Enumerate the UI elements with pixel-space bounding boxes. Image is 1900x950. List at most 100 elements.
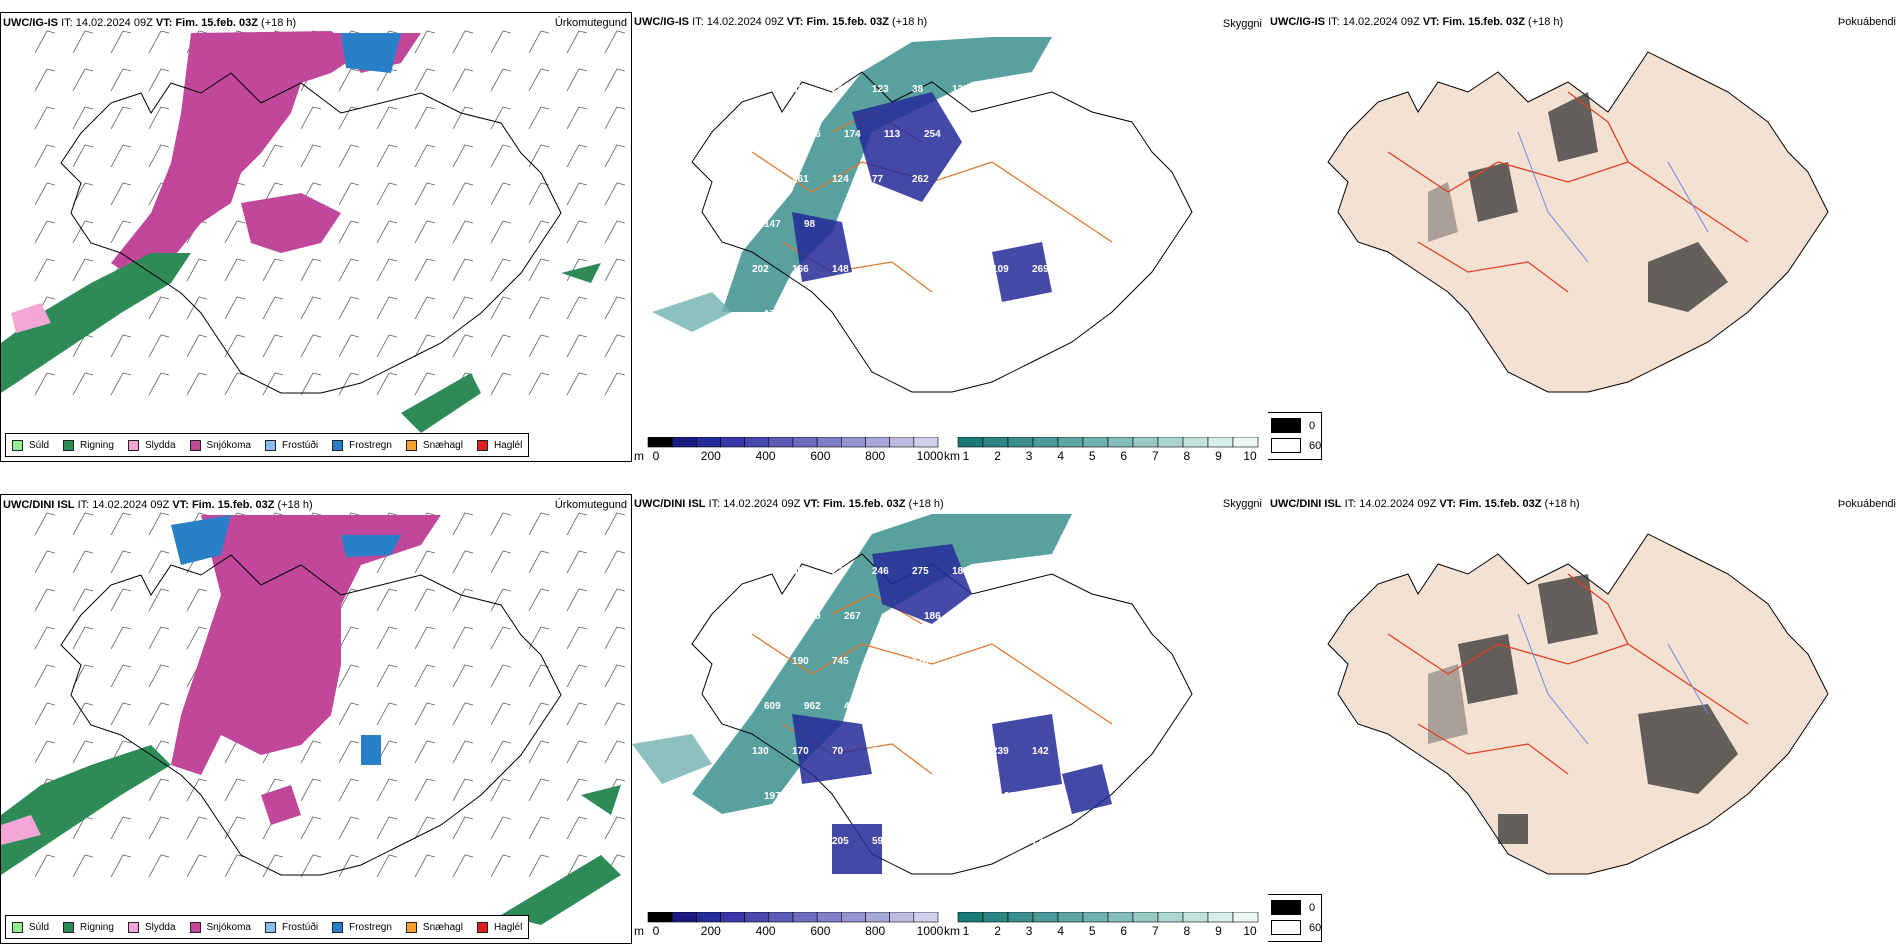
wind-barb (452, 778, 474, 802)
cloud-ceiling-map: 84 310 207 123 38 138 43 132 191 276 174 113 254 210 2… (652, 37, 1193, 393)
visibility-corner-label: Skyggni (1222, 18, 1262, 30)
cloud-base-label: 94 (764, 881, 776, 892)
iceland-coastline (60, 554, 562, 876)
wind-barb (414, 372, 436, 396)
wind-barb (452, 550, 474, 574)
wind-barb (566, 740, 588, 764)
wind-barb (338, 816, 360, 840)
iceland-coastline (691, 553, 1193, 875)
wind-barb (262, 296, 284, 320)
colorbar-swatch (1107, 912, 1134, 923)
wind-barb (528, 30, 550, 54)
cloud-base-label: 202 (752, 264, 769, 275)
wind-barb (414, 702, 436, 726)
wind-barb (452, 740, 474, 764)
wind-barb (490, 334, 512, 358)
colorbar-swatch (841, 912, 866, 923)
colorbar-swatch (768, 437, 794, 448)
cloud-base-label: 135 (952, 174, 969, 185)
colorbar-tick: 3 (1025, 449, 1033, 462)
wind-barb (414, 550, 436, 574)
colorbar-tick: 800 (865, 924, 886, 938)
wind-barb (566, 68, 588, 92)
wind-barb (34, 372, 56, 396)
wind-barb (72, 512, 94, 536)
wind-barb (338, 258, 360, 282)
wind-barb (604, 182, 626, 206)
wind-barb (604, 512, 626, 536)
wind-barb (338, 106, 360, 130)
ceiling-blobs (792, 544, 1112, 874)
cloud-base-label: 398 (924, 701, 941, 712)
wind-barb (604, 372, 626, 396)
wind-barb (490, 220, 512, 244)
legend-swatch (12, 439, 23, 451)
fog-legend-swatch (1271, 418, 1301, 433)
wind-barb (604, 588, 626, 612)
wind-barb (72, 182, 94, 206)
cloud-base-label: 86 (952, 836, 964, 847)
wind-barb (376, 144, 398, 168)
wind-barb (186, 588, 208, 612)
wind-barb (148, 550, 170, 574)
fog-legend: 0 60 (1268, 894, 1322, 942)
wind-barb (110, 372, 132, 396)
cloud-ceiling-panel-row1: 84 310 207 123 38 138 43 132 191 276 174 113 254 210 2… (632, 12, 1268, 462)
wind-barb (376, 106, 398, 130)
cloud-base-label: 108 (952, 746, 969, 757)
colorbar-swatch (1157, 437, 1184, 448)
wind-barb (528, 664, 550, 688)
cloud-base-label: 185 (952, 566, 969, 577)
colorbar-unit: m (634, 449, 644, 462)
colorbar-tick: 9 (1215, 924, 1222, 938)
colorbar-swatch (1157, 912, 1184, 923)
wind-barb (528, 740, 550, 764)
wind-barb (452, 816, 474, 840)
legend-swatch (405, 439, 417, 451)
precip-rain-area (1, 745, 621, 925)
wind-barb (414, 740, 436, 764)
cloud-base-label: 156 (1044, 611, 1061, 622)
colorbar-swatch (1182, 912, 1209, 923)
cloud-base-label: 309 (792, 566, 809, 577)
wind-barb (224, 296, 246, 320)
wind-barb (414, 664, 436, 688)
legend-item: Haglél (476, 439, 522, 451)
colorbar-tick: 10 (1243, 924, 1257, 938)
wind-barb (262, 182, 284, 206)
colorbar-swatch (1132, 437, 1159, 448)
wind-barb (528, 778, 550, 802)
colorbar-swatch (841, 437, 866, 448)
cloud-base-label: 124 (832, 174, 849, 185)
wind-barb (300, 372, 322, 396)
wind-barb (490, 778, 512, 802)
panel-title: UWC/DINI ISL IT: 14.02.2024 09Z VT: Fim.… (3, 499, 313, 511)
wind-barb (452, 220, 474, 244)
cloud-base-label: 77 (872, 174, 884, 185)
wind-barb (490, 854, 512, 878)
fog-legend-label: 0 (1309, 419, 1316, 432)
wind-barb (338, 220, 360, 244)
wind-barb (110, 182, 132, 206)
colorbar-swatch (957, 437, 984, 448)
legend-label: Frostúði (281, 439, 319, 451)
precip-legend: Súld Rigning Slydda Snjókoma Frostúði Frostre… (5, 915, 530, 939)
cloud-base-label: 82 (1004, 219, 1016, 230)
wind-barb (490, 740, 512, 764)
wind-barb (224, 372, 246, 396)
wind-barb (224, 220, 246, 244)
wind-barb (490, 144, 512, 168)
wind-barb (72, 68, 94, 92)
wind-barb (186, 296, 208, 320)
cloud-base-label: 73 (1032, 836, 1044, 847)
wind-barb (148, 816, 170, 840)
wind-barb (452, 512, 474, 536)
wind-barb (566, 512, 588, 536)
panel-title: UWC/IG-IS IT: 14.02.2024 09Z VT: Fim. 15… (3, 17, 297, 29)
colorbar-tick: 200 (700, 449, 721, 462)
wind-barb (34, 220, 56, 244)
wind-barb (148, 106, 170, 130)
cloud-base-label: 861 (752, 656, 769, 667)
wind-barb (566, 778, 588, 802)
fog-index-panel-row2: UWC/DINI ISL IT: 14.02.2024 09Z VT: Fim.… (1268, 494, 1900, 944)
